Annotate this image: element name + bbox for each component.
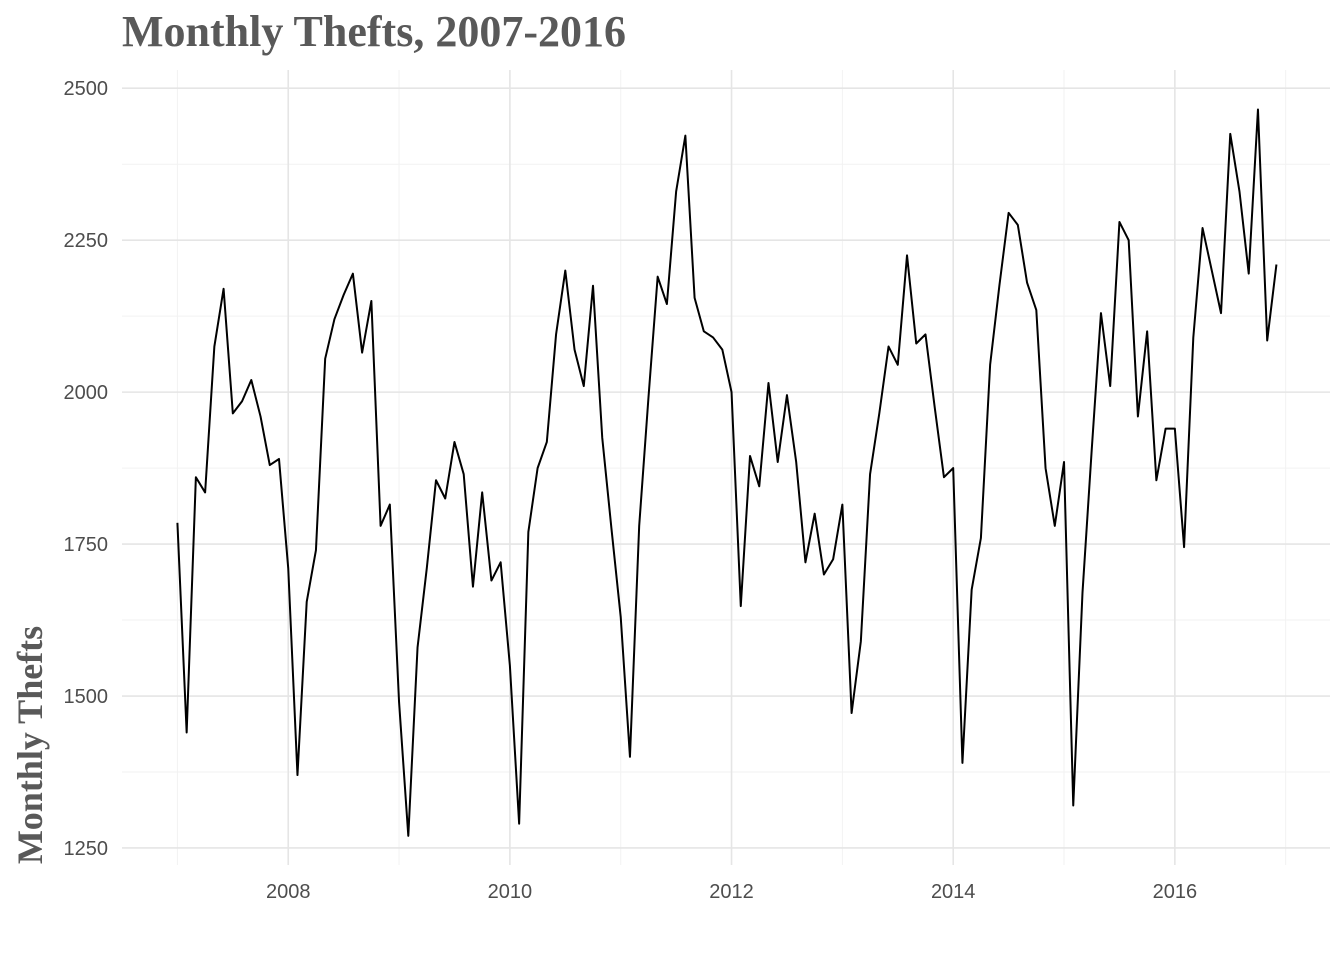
y-tick-labels: 1250 1500 1750 2000 2250 2500 bbox=[64, 78, 109, 860]
chart-title: Monthly Thefts, 2007-2016 bbox=[122, 7, 626, 56]
x-tick-label: 2010 bbox=[488, 881, 533, 903]
series-line bbox=[176, 108, 1278, 837]
y-tick-label: 2500 bbox=[64, 78, 109, 100]
y-tick-label: 2250 bbox=[64, 230, 109, 252]
x-tick-label: 2016 bbox=[1153, 881, 1198, 903]
x-tick-label: 2014 bbox=[931, 881, 976, 903]
x-tick-label: 2012 bbox=[709, 881, 754, 903]
series-layer bbox=[176, 108, 1278, 837]
major-gridlines bbox=[122, 70, 1330, 865]
minor-gridlines bbox=[122, 70, 1330, 865]
y-tick-label: 2000 bbox=[64, 382, 109, 404]
x-tick-labels: 2008 2010 2012 2014 2016 bbox=[266, 881, 1197, 903]
y-tick-label: 1250 bbox=[64, 838, 109, 860]
y-axis-title: Monthly Thefts bbox=[10, 625, 50, 865]
y-tick-label: 1500 bbox=[64, 686, 109, 708]
x-tick-label: 2008 bbox=[266, 881, 311, 903]
y-tick-label: 1750 bbox=[64, 534, 109, 556]
